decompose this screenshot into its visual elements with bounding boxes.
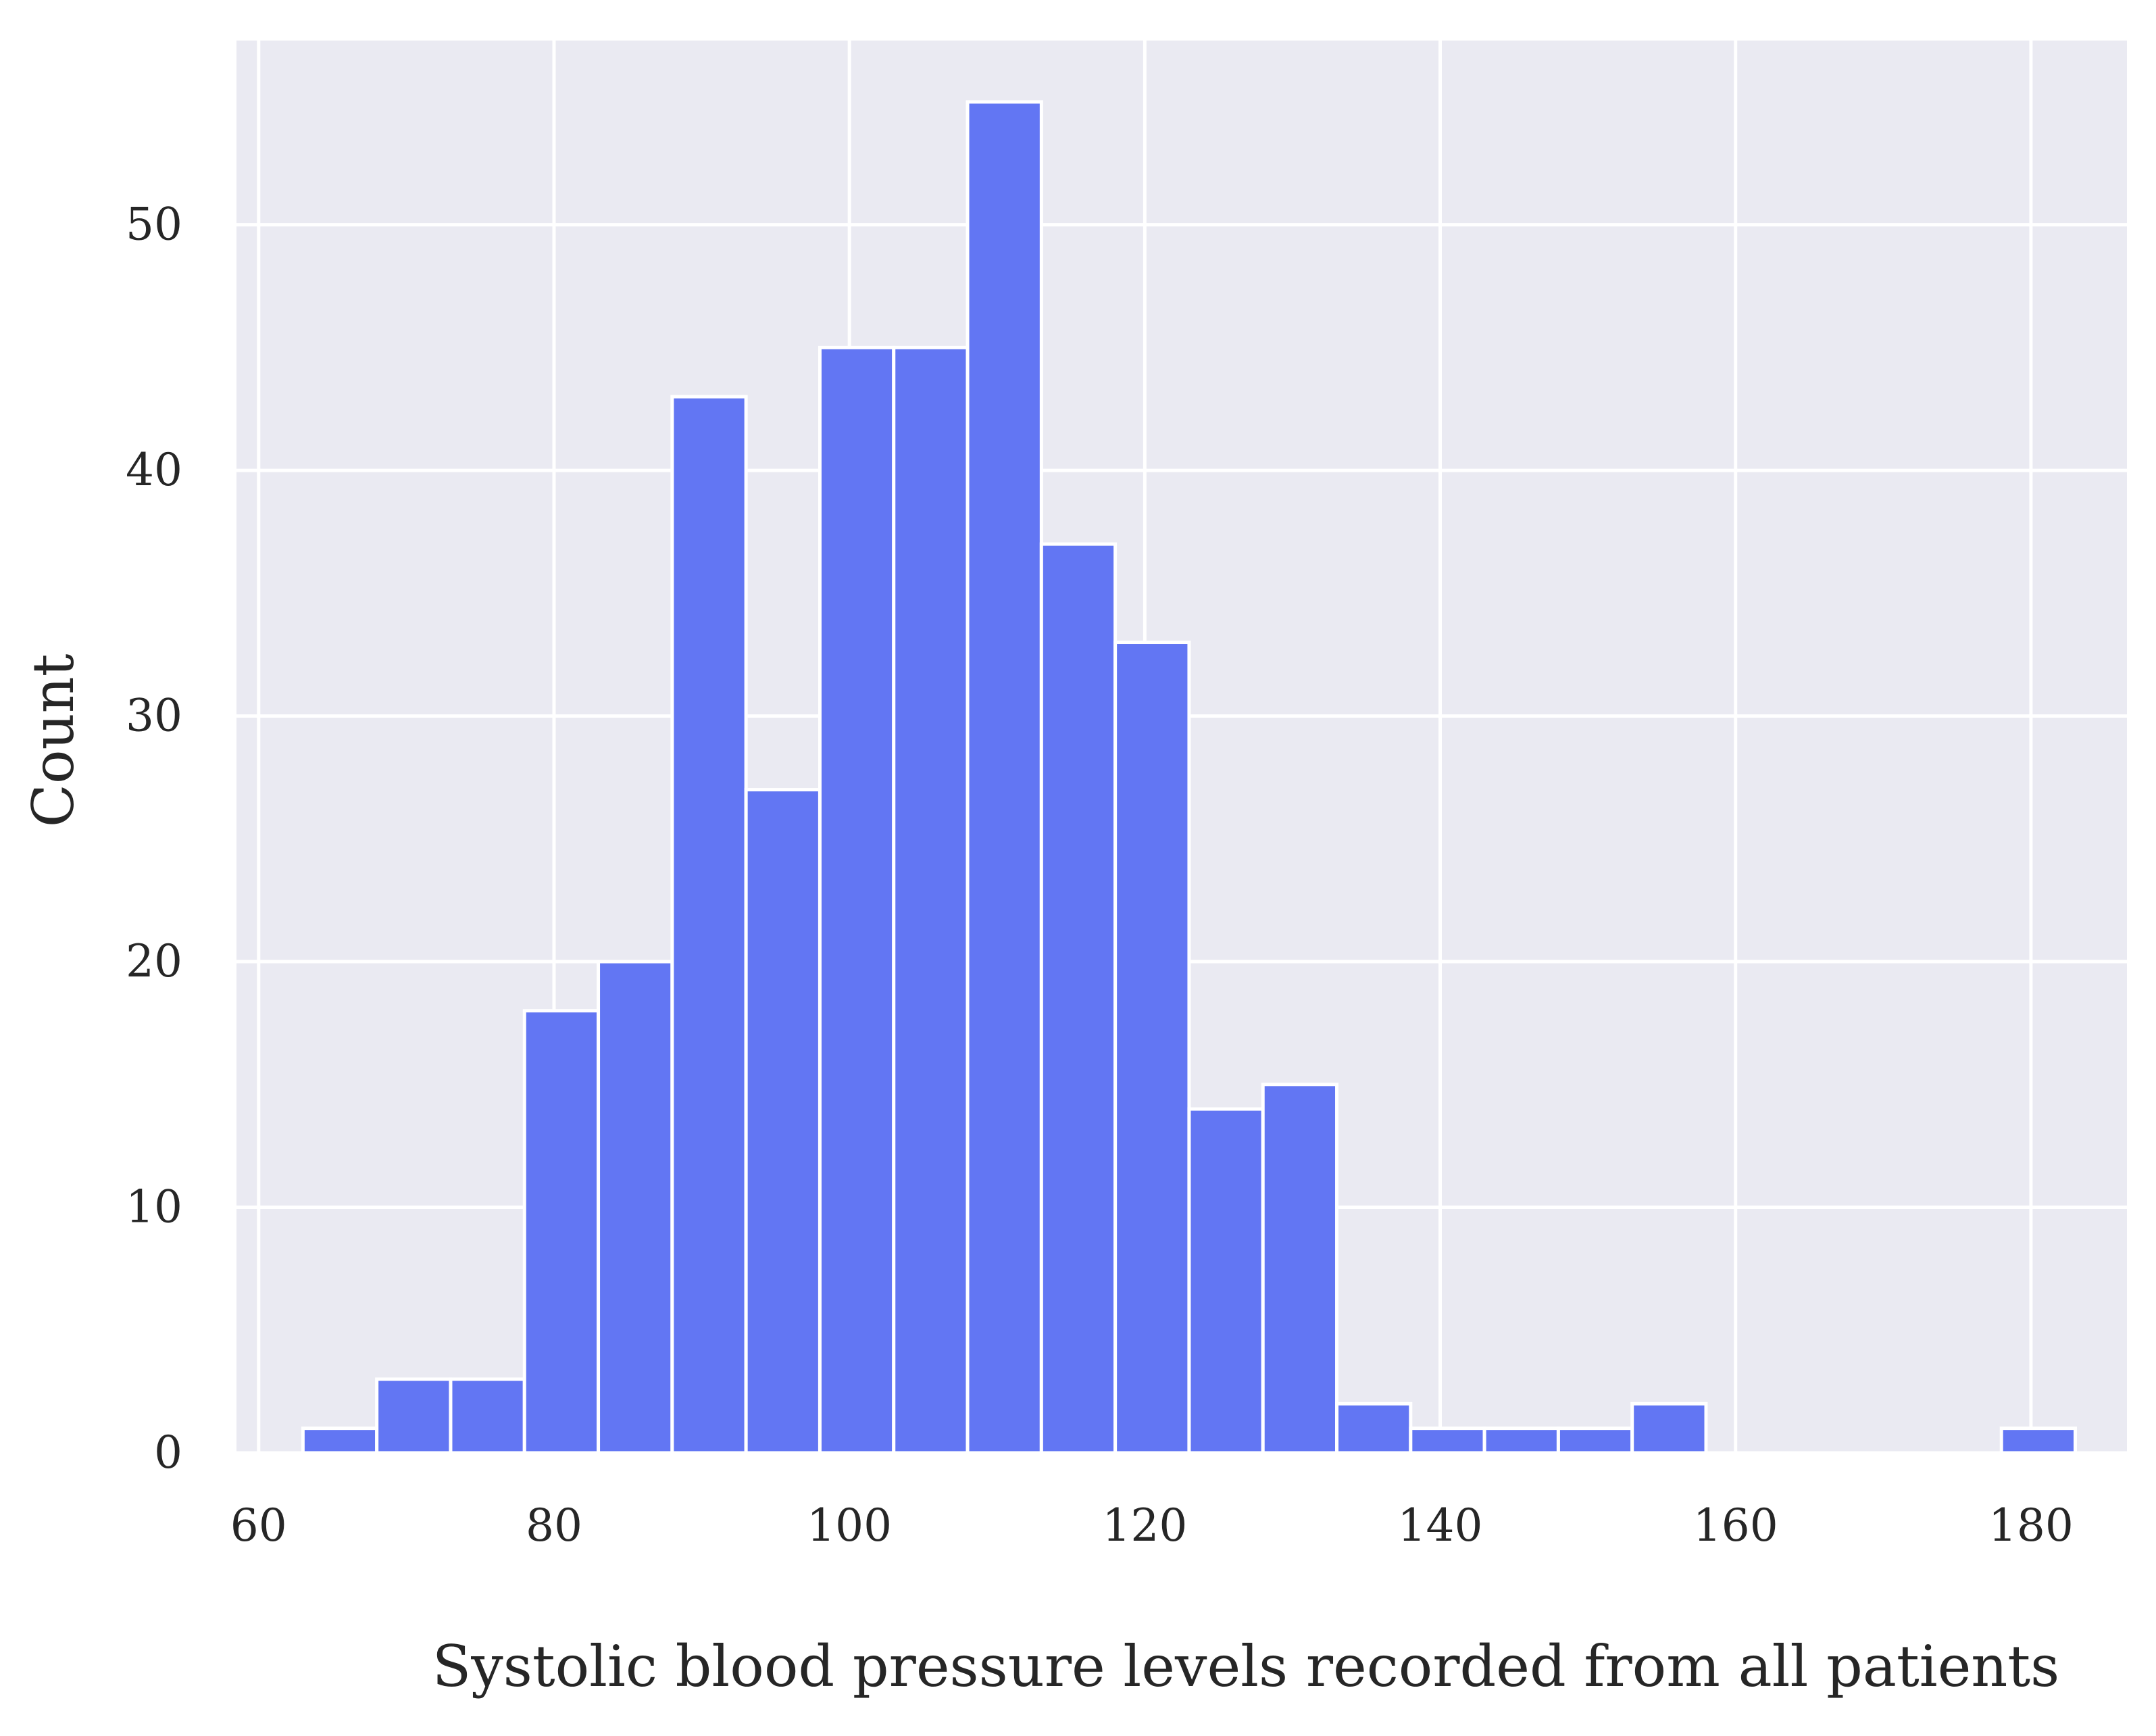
histogram-bar bbox=[1482, 1427, 1560, 1455]
y-axis-label: Count bbox=[20, 653, 86, 827]
histogram-bar bbox=[522, 1009, 601, 1455]
x-tick-label: 180 bbox=[1988, 1499, 2074, 1552]
x-axis-label: Systolic blood pressure levels recorded … bbox=[432, 1633, 2060, 1700]
bars bbox=[301, 100, 2077, 1455]
x-tick-label: 80 bbox=[526, 1499, 582, 1552]
x-tick-label: 100 bbox=[807, 1499, 892, 1552]
x-tick-label: 140 bbox=[1398, 1499, 1483, 1552]
y-tick-labels: 0 10 20 30 40 50 bbox=[126, 199, 182, 1479]
x-tick-label: 160 bbox=[1693, 1499, 1778, 1552]
y-tick-label: 40 bbox=[126, 444, 182, 496]
histogram-bar bbox=[1556, 1427, 1634, 1455]
y-tick-label: 50 bbox=[126, 199, 182, 251]
histogram-bar bbox=[818, 345, 896, 1455]
histogram-bar bbox=[1187, 1107, 1265, 1455]
histogram-bar bbox=[966, 100, 1043, 1455]
histogram-bar bbox=[1409, 1427, 1486, 1455]
histogram-bar bbox=[597, 960, 674, 1455]
histogram-bar bbox=[375, 1377, 453, 1455]
histogram-bar bbox=[1630, 1402, 1708, 1455]
histogram-bar bbox=[670, 395, 748, 1455]
x-tick-label: 60 bbox=[230, 1499, 287, 1552]
histogram-bar bbox=[301, 1427, 379, 1455]
histogram-bar bbox=[744, 788, 822, 1455]
histogram-bar bbox=[1999, 1427, 2077, 1455]
histogram-bar bbox=[449, 1377, 526, 1455]
y-tick-label: 0 bbox=[154, 1427, 182, 1479]
histogram-bar bbox=[1113, 641, 1191, 1455]
x-tick-labels: 60 80 100 120 140 160 180 bbox=[230, 1499, 2074, 1552]
y-tick-label: 30 bbox=[126, 690, 182, 742]
histogram-bar bbox=[1039, 542, 1118, 1455]
x-tick-label: 120 bbox=[1102, 1499, 1187, 1552]
y-tick-label: 10 bbox=[126, 1181, 182, 1233]
histogram-bar bbox=[1335, 1402, 1413, 1455]
histogram-bar bbox=[892, 345, 970, 1455]
histogram-bar bbox=[1261, 1083, 1339, 1455]
y-tick-label: 20 bbox=[126, 935, 182, 987]
